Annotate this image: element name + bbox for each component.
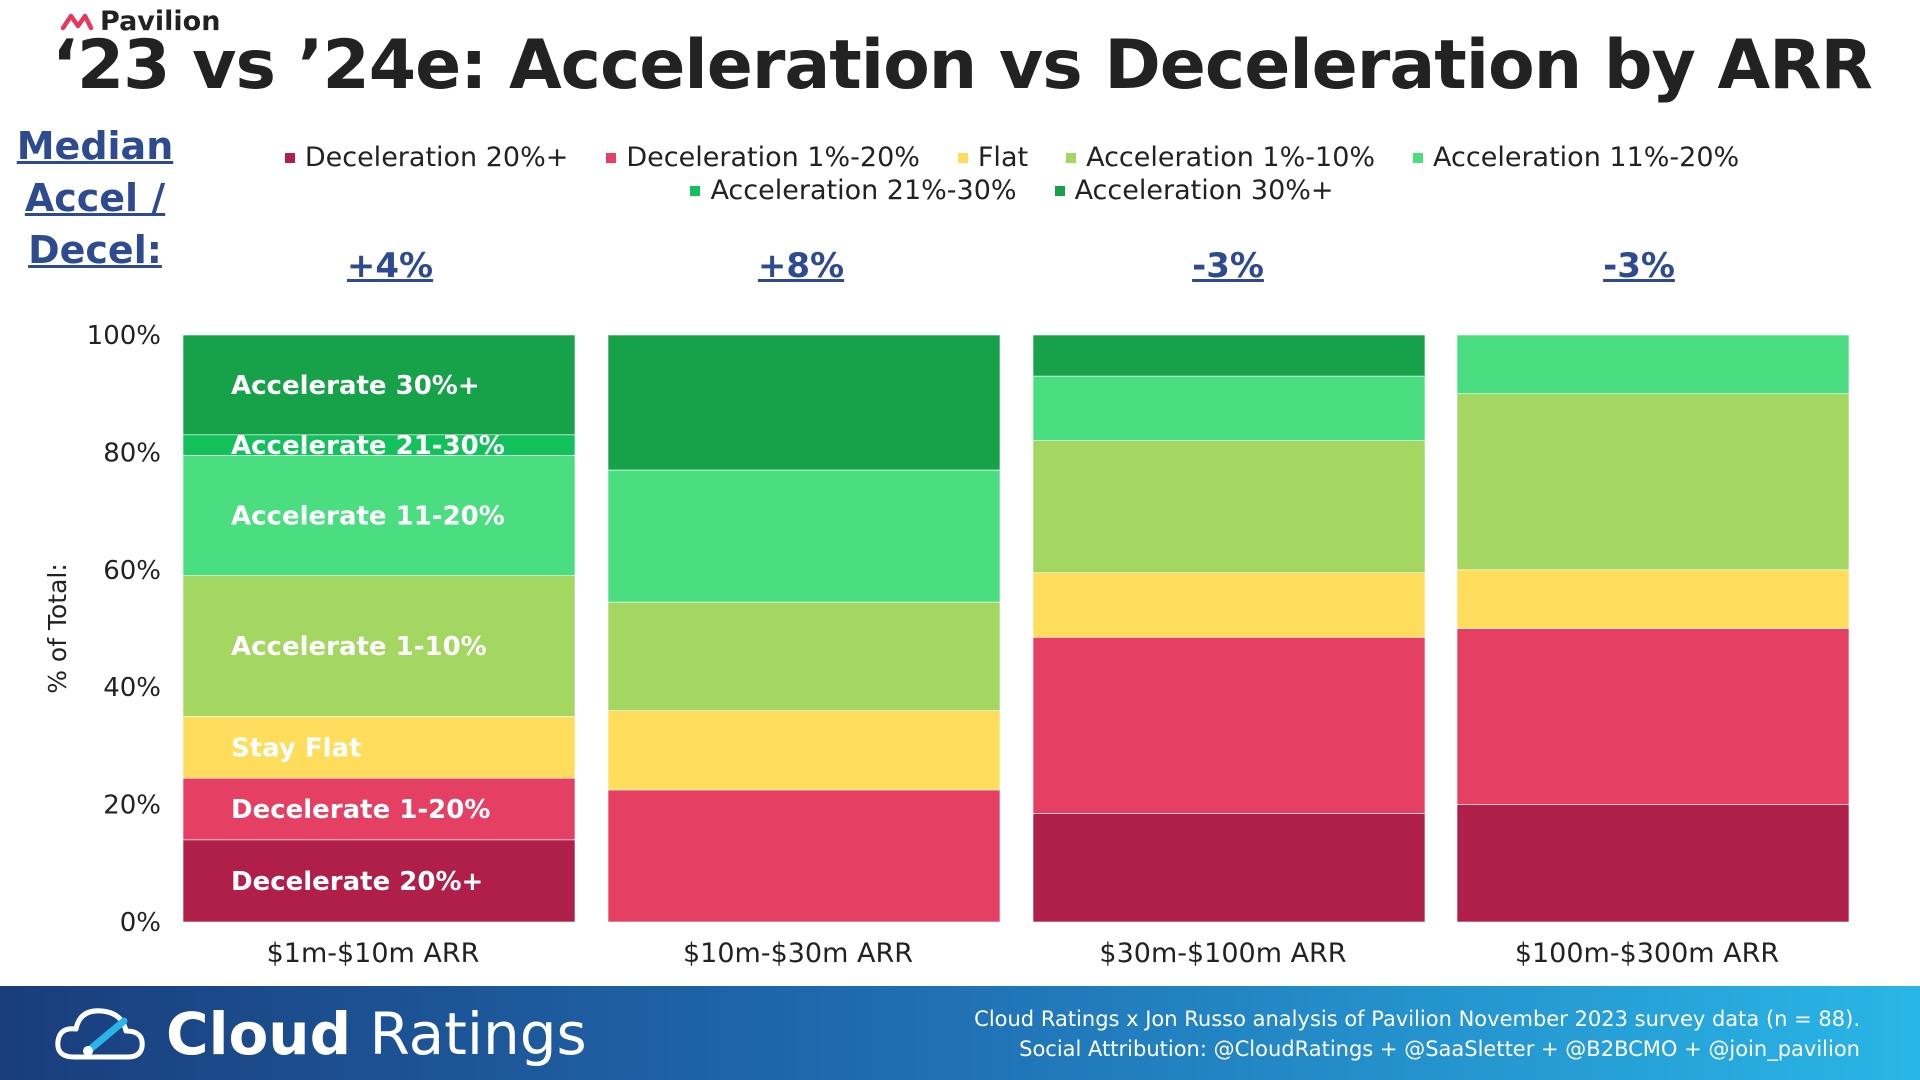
y-tick-label: 80% xyxy=(103,438,161,468)
bar-segment xyxy=(182,455,576,576)
bar-segment xyxy=(1456,804,1850,923)
legend-swatch xyxy=(1066,152,1077,163)
bar-segment xyxy=(1456,628,1850,805)
stacked-bar-chart: 0% 20% 40% 60% 80% 100% % of Total: Decelerate … xyxy=(43,321,1850,969)
bar-segment xyxy=(607,469,1001,603)
bar-segment xyxy=(607,789,1001,923)
bar-segment xyxy=(1456,334,1850,395)
legend-label: Deceleration 1%-20% xyxy=(626,142,920,173)
bar-segment xyxy=(182,575,576,717)
x-tick-label: $30m-$100m ARR xyxy=(1099,938,1346,969)
legend-label: Acceleration 21%-30% xyxy=(710,175,1017,206)
attribution-line-1: Cloud Ratings x Jon Russo analysis of Pa… xyxy=(974,1007,1860,1031)
legend-item: Acceleration 30%+ xyxy=(1054,175,1334,206)
median-value-2: +8% xyxy=(757,246,845,286)
pavilion-mark-icon xyxy=(60,13,94,30)
y-tick-label: 100% xyxy=(87,321,161,351)
bar-segment xyxy=(1032,440,1426,574)
bar-segment xyxy=(607,710,1001,791)
legend-swatch xyxy=(284,152,295,163)
legend-label: Acceleration 11%-20% xyxy=(1433,142,1740,173)
median-accel-decel-label: Median Accel / Decel: xyxy=(14,120,176,276)
legend-item: Deceleration 1%-20% xyxy=(606,142,920,173)
cloud-gauge-icon xyxy=(55,1008,145,1060)
segment-label: Stay Flat xyxy=(231,733,362,763)
legend-label: Acceleration 1%-10% xyxy=(1086,142,1376,173)
legend-swatch xyxy=(606,152,617,163)
bar-segment xyxy=(1032,334,1426,377)
bar-segment xyxy=(1032,375,1426,441)
bar-segment xyxy=(607,601,1001,711)
attribution-text: Cloud Ratings x Jon Russo analysis of Pa… xyxy=(974,1004,1860,1064)
segment-label: Decelerate 1-20% xyxy=(231,795,490,825)
legend-swatch xyxy=(1054,185,1065,196)
segment-label: Accelerate 21-30% xyxy=(231,431,505,461)
cloud-ratings-logo: Cloud Ratings xyxy=(52,1000,587,1068)
legend-label: Flat xyxy=(977,142,1029,173)
x-tick-label: $1m-$10m ARR xyxy=(267,938,480,969)
bar-segment xyxy=(182,334,576,436)
bar-segment xyxy=(1456,393,1850,571)
segment-label: Accelerate 30%+ xyxy=(231,371,480,401)
bar-segment xyxy=(1032,637,1426,814)
median-value-1: +4% xyxy=(346,246,434,286)
median-label-line-3: Decel: xyxy=(28,228,162,272)
y-tick-label: 60% xyxy=(103,556,161,586)
legend-item: Deceleration 20%+ xyxy=(284,142,569,173)
cloud-ratings-light: Ratings xyxy=(351,1000,587,1068)
bar-segment xyxy=(182,839,576,923)
legend-label: Acceleration 30%+ xyxy=(1074,175,1334,206)
segment-label: Decelerate 20%+ xyxy=(231,867,483,897)
legend-item: Acceleration 21%-30% xyxy=(690,175,1017,206)
cloud-ratings-wordmark: Cloud Ratings xyxy=(166,1000,587,1068)
segment-label: Accelerate 1-10% xyxy=(231,632,487,662)
chart-legend: Deceleration 20%+ Deceleration 1%-20% Flat… xyxy=(262,142,1762,206)
cloud-ratings-bold: Cloud xyxy=(166,1000,352,1068)
legend-label: Deceleration 20%+ xyxy=(304,142,569,173)
bar-segment xyxy=(1456,569,1850,629)
page-title: ‘23 vs ’24e: Acceleration vs Deceleratio… xyxy=(52,26,1873,105)
bar-segment xyxy=(1032,572,1426,638)
median-value-3: -3% xyxy=(1192,246,1264,286)
attribution-line-2: Social Attribution: @CloudRatings + @Saa… xyxy=(1019,1037,1860,1061)
pavilion-logo: Pavilion xyxy=(60,6,220,37)
legend-item: Acceleration 1%-10% xyxy=(1066,142,1375,173)
median-value-4: -3% xyxy=(1603,246,1675,286)
bar-segment xyxy=(1032,813,1426,923)
legend-item: Acceleration 11%-20% xyxy=(1413,142,1739,173)
legend-item: Flat xyxy=(957,142,1029,173)
bar-segment xyxy=(607,334,1001,471)
median-label-line-1: Median xyxy=(16,124,174,168)
y-tick-label: 20% xyxy=(103,791,161,821)
footer-banner: Cloud Ratings Cloud Ratings x Jon Russo … xyxy=(0,986,1920,1080)
x-tick-label: $10m-$30m ARR xyxy=(683,938,913,969)
segment-label: Accelerate 11-20% xyxy=(231,502,505,532)
legend-swatch xyxy=(957,152,968,163)
y-tick-label: 40% xyxy=(103,673,161,703)
pavilion-wordmark: Pavilion xyxy=(100,6,221,37)
legend-swatch xyxy=(690,185,701,196)
median-label-line-2: Accel / xyxy=(24,176,166,220)
bar-segment xyxy=(182,716,576,779)
y-axis-label: % of Total: xyxy=(43,563,72,694)
legend-swatch xyxy=(1413,152,1424,163)
y-tick-label: 0% xyxy=(120,908,161,938)
bar-segment xyxy=(182,777,576,841)
x-tick-label: $100m-$300m ARR xyxy=(1515,938,1779,969)
